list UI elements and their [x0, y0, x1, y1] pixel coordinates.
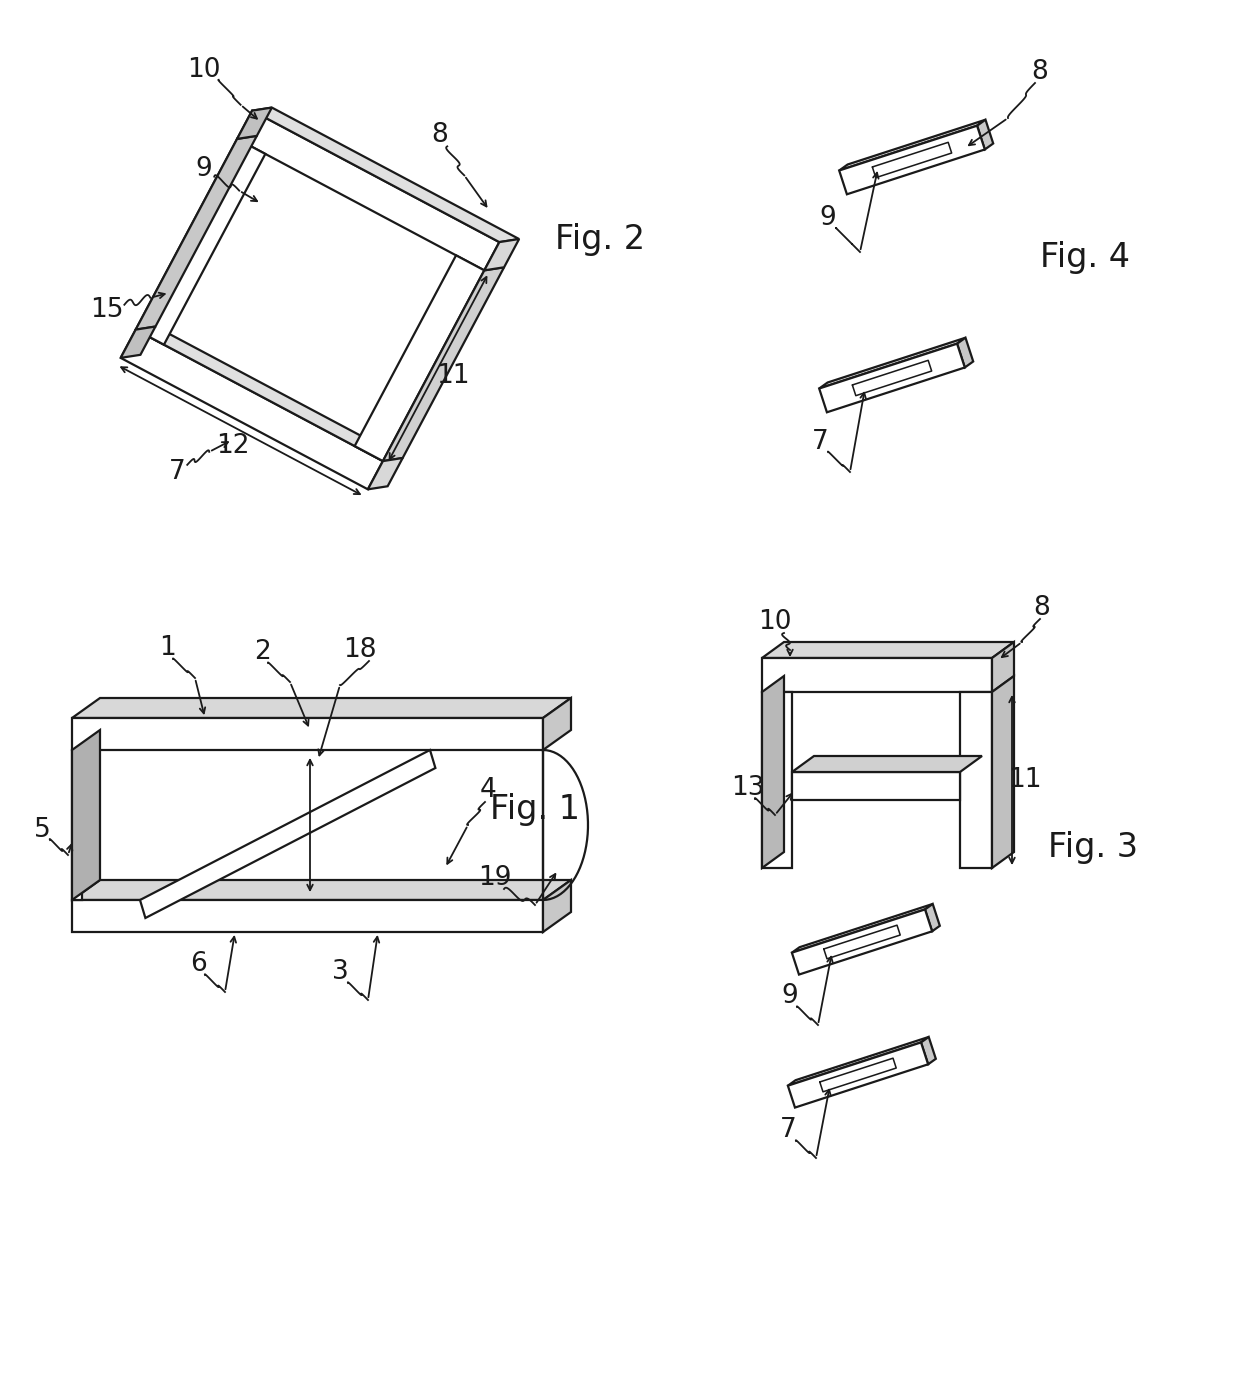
Text: 5: 5 — [33, 817, 51, 843]
Polygon shape — [992, 643, 1014, 691]
Text: 8: 8 — [1034, 595, 1050, 620]
Polygon shape — [960, 691, 992, 868]
Polygon shape — [787, 1043, 928, 1108]
Polygon shape — [72, 718, 543, 750]
Text: 13: 13 — [732, 775, 765, 802]
Polygon shape — [355, 255, 485, 461]
Text: Fig. 4: Fig. 4 — [1040, 241, 1130, 275]
Polygon shape — [921, 1037, 936, 1064]
Polygon shape — [820, 344, 965, 413]
Polygon shape — [72, 750, 82, 901]
Polygon shape — [543, 880, 570, 933]
Text: 10: 10 — [758, 609, 792, 636]
Polygon shape — [237, 110, 500, 270]
Text: 9: 9 — [781, 983, 799, 1009]
Polygon shape — [992, 676, 1014, 868]
Polygon shape — [140, 750, 435, 919]
Text: 19: 19 — [479, 866, 512, 891]
Polygon shape — [72, 698, 570, 718]
Polygon shape — [135, 139, 265, 344]
Polygon shape — [543, 698, 570, 750]
Text: 10: 10 — [187, 57, 221, 82]
Polygon shape — [383, 268, 505, 461]
Text: 11: 11 — [1008, 767, 1042, 793]
Polygon shape — [925, 903, 940, 931]
Text: 7: 7 — [812, 429, 828, 454]
Text: 15: 15 — [91, 297, 124, 323]
Polygon shape — [792, 903, 932, 952]
Polygon shape — [792, 756, 982, 772]
Text: 2: 2 — [254, 638, 270, 665]
Text: 9: 9 — [820, 205, 836, 231]
Polygon shape — [237, 107, 272, 139]
Text: 3: 3 — [331, 959, 348, 986]
Polygon shape — [977, 120, 993, 149]
Text: 7: 7 — [780, 1117, 796, 1143]
Polygon shape — [792, 772, 960, 800]
Text: 9: 9 — [196, 156, 212, 181]
Polygon shape — [763, 643, 1014, 658]
Polygon shape — [135, 135, 257, 329]
Polygon shape — [120, 329, 383, 489]
Text: Fig. 1: Fig. 1 — [490, 793, 580, 827]
Polygon shape — [72, 901, 543, 933]
Polygon shape — [820, 337, 966, 389]
Polygon shape — [839, 120, 986, 170]
Polygon shape — [763, 691, 792, 868]
Text: 6: 6 — [190, 951, 206, 977]
Polygon shape — [787, 1037, 929, 1086]
Polygon shape — [72, 730, 100, 901]
Text: 7: 7 — [169, 459, 186, 485]
Polygon shape — [135, 326, 403, 461]
Polygon shape — [957, 337, 973, 368]
Polygon shape — [763, 658, 992, 691]
Polygon shape — [485, 238, 520, 270]
Text: 8: 8 — [430, 123, 448, 148]
Text: 1: 1 — [160, 636, 176, 661]
Text: 11: 11 — [436, 362, 470, 389]
Polygon shape — [252, 107, 520, 243]
Polygon shape — [792, 909, 932, 974]
Text: 4: 4 — [480, 776, 496, 803]
Text: Fig. 2: Fig. 2 — [556, 223, 645, 256]
Polygon shape — [120, 326, 155, 358]
Text: 12: 12 — [216, 432, 249, 459]
Polygon shape — [763, 676, 784, 868]
Polygon shape — [72, 880, 570, 901]
Text: 18: 18 — [343, 637, 377, 664]
Polygon shape — [839, 125, 985, 194]
Text: Fig. 3: Fig. 3 — [1048, 831, 1138, 864]
Polygon shape — [368, 459, 403, 489]
Text: 8: 8 — [1032, 59, 1048, 85]
